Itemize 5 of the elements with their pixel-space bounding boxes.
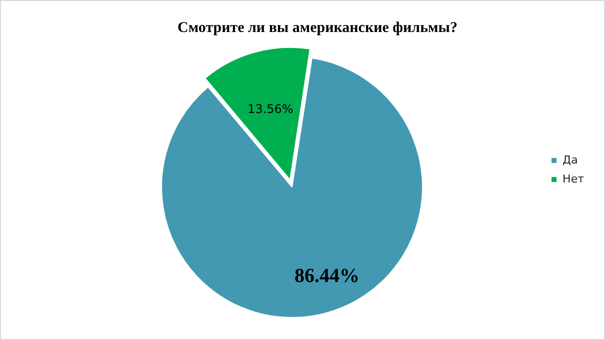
chart-title: Смотрите ли вы американские фильмы?	[178, 20, 458, 36]
legend-label: Да	[562, 153, 578, 166]
legend-label: Нет	[562, 172, 585, 186]
data-label: 13.56%	[248, 102, 294, 116]
data-label: 86.44%	[294, 265, 360, 288]
